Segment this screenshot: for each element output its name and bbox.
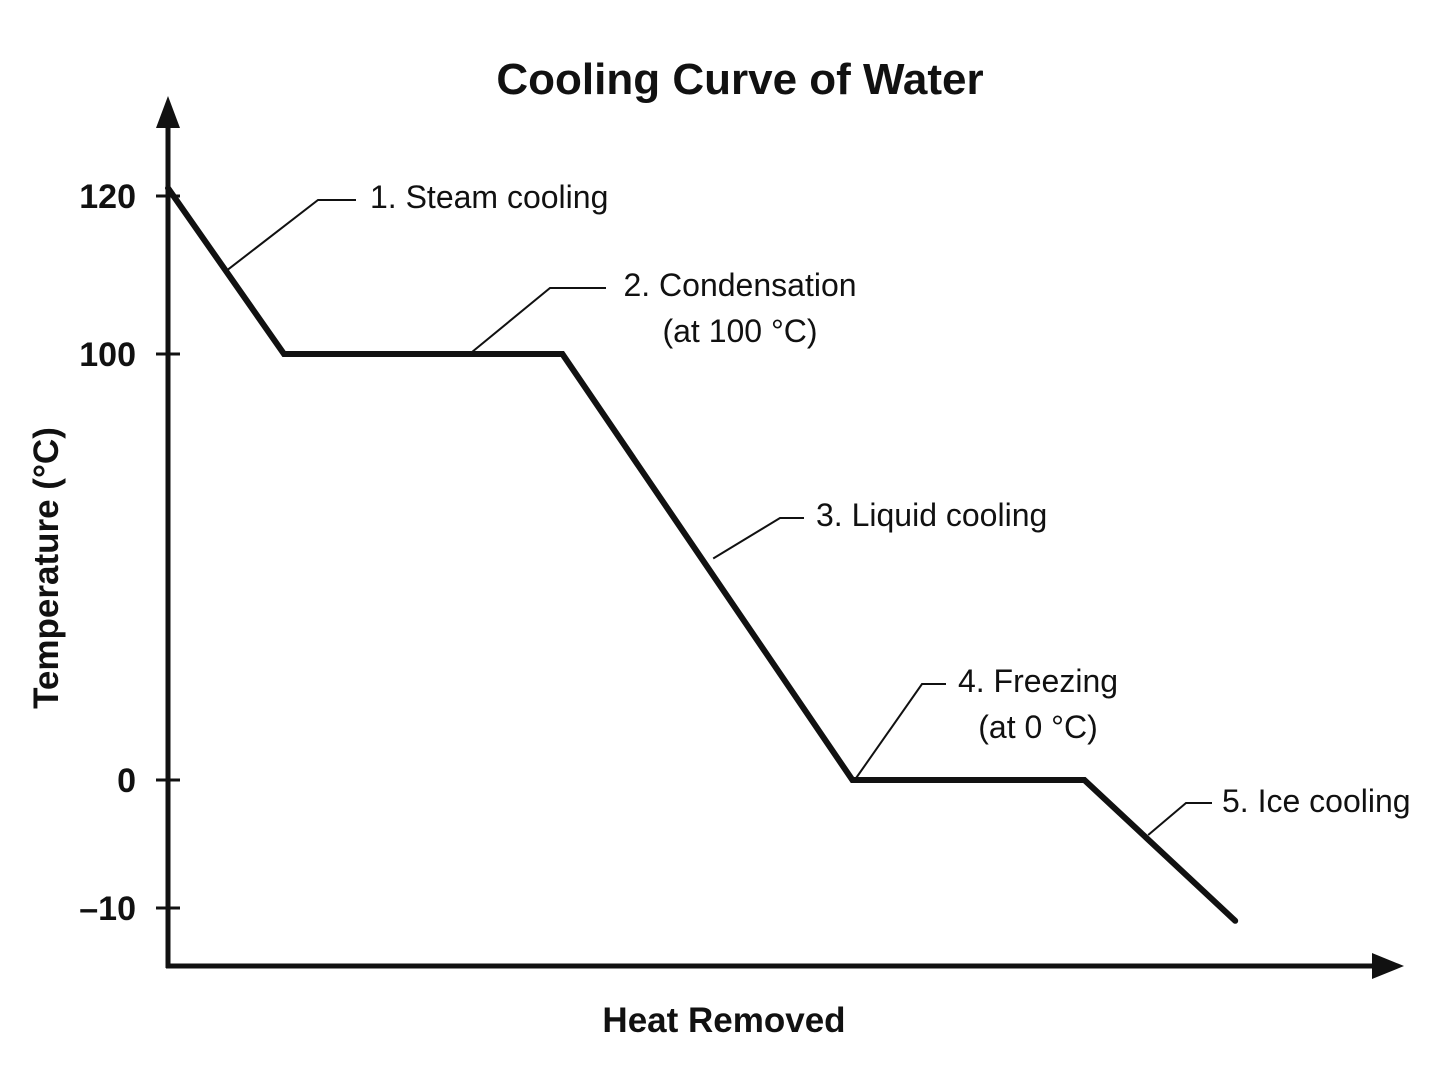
series-layer bbox=[165, 185, 1239, 924]
annotation-label: 4. Freezing bbox=[958, 663, 1118, 699]
annotations: 1. Steam cooling 2. Condensation (at 100 °… bbox=[370, 179, 1411, 819]
annotation-leader-line bbox=[468, 287, 606, 355]
x-axis bbox=[166, 953, 1404, 979]
annotation-sublabel: (at 100 °C) bbox=[662, 313, 817, 349]
y-tick-label: 100 bbox=[79, 336, 136, 374]
x-axis-label: Heat Removed bbox=[602, 1001, 845, 1040]
annotation-label: 3. Liquid cooling bbox=[816, 497, 1047, 533]
y-axis-arrowhead bbox=[156, 96, 180, 128]
y-ticks: 120 100 0 –10 bbox=[79, 178, 180, 928]
y-axis-label: Temperature (°C) bbox=[27, 427, 66, 709]
chart-title: Cooling Curve of Water bbox=[496, 55, 983, 104]
series-line bbox=[165, 185, 1239, 924]
annotation-sublabel: (at 0 °C) bbox=[978, 709, 1097, 745]
annotation-leader-line bbox=[225, 199, 356, 272]
y-tick-label: –10 bbox=[79, 890, 136, 928]
y-axis bbox=[156, 96, 180, 968]
annotation-leader-line bbox=[712, 517, 804, 560]
annotation-label: 2. Condensation bbox=[623, 267, 856, 303]
annotation-leader-line bbox=[1147, 802, 1212, 836]
x-axis-arrowhead bbox=[1372, 953, 1404, 979]
annotation-label: 1. Steam cooling bbox=[370, 179, 608, 215]
annotation-leaders bbox=[225, 199, 1212, 836]
annotation-leader-line bbox=[853, 683, 946, 781]
annotation-label: 5. Ice cooling bbox=[1222, 783, 1411, 819]
y-tick-label: 0 bbox=[117, 762, 136, 800]
y-tick-label: 120 bbox=[79, 178, 136, 216]
